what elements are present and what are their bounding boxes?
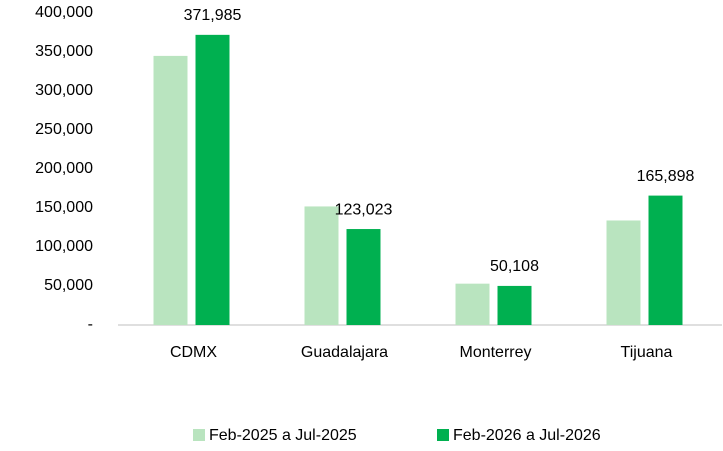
y-tick-label: 200,000: [35, 160, 93, 177]
y-tick-label: -: [88, 316, 93, 333]
bar: [195, 34, 230, 326]
legend-label: Feb-2025 a Jul-2025: [209, 427, 357, 444]
legend-label: Feb-2026 a Jul-2026: [453, 427, 601, 444]
y-tick-label: 350,000: [35, 43, 93, 60]
bar: [153, 55, 188, 326]
legend-swatch: [437, 429, 449, 441]
y-tick-label: 50,000: [44, 277, 93, 294]
y-tick-label: 250,000: [35, 121, 93, 138]
value-label: 371,985: [184, 7, 242, 24]
y-tick-label: 400,000: [35, 4, 93, 21]
value-label: 50,108: [490, 258, 539, 275]
x-tick-label: Tijuana: [621, 344, 673, 361]
y-tick-label: 300,000: [35, 82, 93, 99]
bar: [455, 283, 490, 325]
bar: [497, 285, 532, 325]
bar: [304, 206, 339, 325]
x-tick-label: Monterrey: [459, 344, 531, 361]
value-label: 123,023: [335, 201, 393, 218]
y-tick-label: 100,000: [35, 238, 93, 255]
value-label: 165,898: [637, 168, 695, 185]
legend-swatch: [193, 429, 205, 441]
y-tick-label: 150,000: [35, 199, 93, 216]
bar: [648, 195, 683, 325]
bar: [346, 229, 381, 325]
x-tick-label: CDMX: [170, 344, 217, 361]
bar: [606, 220, 641, 325]
x-tick-label: Guadalajara: [301, 344, 388, 361]
